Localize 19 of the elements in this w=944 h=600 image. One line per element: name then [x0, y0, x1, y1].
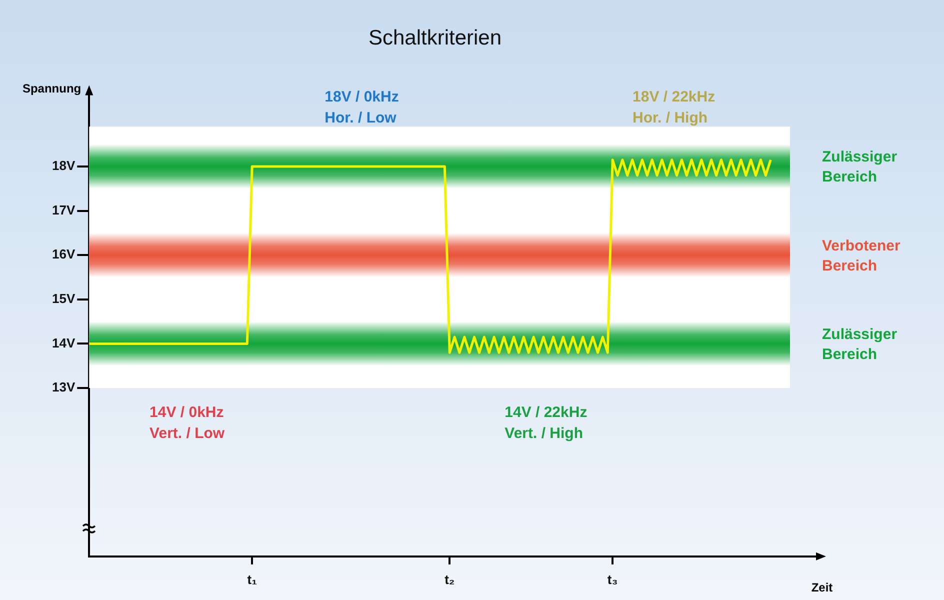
x-tick-label: t₂ — [444, 572, 455, 587]
x-tick-label: t₃ — [607, 572, 618, 587]
y-tick-label: 13V — [52, 380, 76, 395]
x-axis-title: Zeit — [811, 580, 833, 595]
band-label: Verbotener Bereich — [822, 237, 901, 274]
annotation: 14V / 22kHz Vert. / High — [504, 404, 588, 442]
annotation: 18V / 0kHz Hor. / Low — [324, 88, 399, 127]
x-tick-label: t₁ — [247, 572, 257, 587]
y-tick-label: 15V — [52, 291, 76, 306]
band-label: Zulässiger Bereich — [822, 326, 898, 363]
band-label: Zulässiger Bereich — [822, 148, 898, 186]
y-tick-label: 17V — [52, 202, 76, 218]
y-tick-label: 14V — [52, 335, 76, 350]
chart-title: Schaltkriterien — [368, 26, 502, 50]
y-tick-label: 16V — [52, 246, 76, 262]
y-tick-label: 18V — [52, 158, 76, 174]
y-axis-title: Spannung — [22, 82, 82, 96]
annotation: 18V / 22kHz Hor. / High — [632, 88, 716, 127]
annotation: 14V / 0kHz Vert. / Low — [150, 404, 225, 442]
